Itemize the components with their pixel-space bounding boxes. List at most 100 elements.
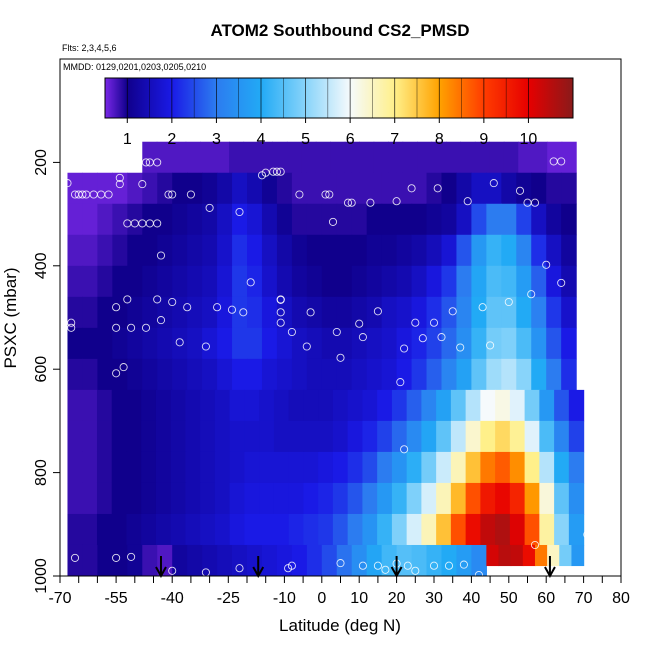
heatmap-cell	[516, 234, 532, 267]
y-tick-label: 1000	[33, 558, 50, 594]
heatmap-cell	[67, 513, 83, 546]
heatmap-cell	[185, 389, 201, 422]
heatmap-cell	[391, 389, 408, 422]
heatmap-cell	[187, 234, 203, 267]
heatmap-cell	[318, 451, 334, 484]
heatmap-cell	[554, 451, 570, 484]
observation-point	[429, 318, 439, 327]
heatmap-cell	[157, 265, 173, 298]
observation-point	[407, 184, 416, 193]
observation-point	[205, 203, 214, 212]
observation-point	[201, 342, 210, 351]
heatmap-cell	[187, 172, 203, 205]
observation-point	[295, 190, 304, 199]
heatmap-cell	[244, 420, 260, 453]
heatmap-cell	[247, 358, 263, 391]
y-axis-label: PSXC (mbar)	[1, 267, 20, 368]
heatmap-cell	[217, 358, 233, 391]
heatmap-cell	[516, 296, 532, 329]
heatmap-cell	[531, 296, 547, 329]
heatmap-cell	[509, 482, 526, 515]
heatmap-cell	[259, 389, 275, 422]
heatmap-cell	[396, 234, 413, 267]
heatmap-cell	[232, 234, 248, 267]
observation-point	[437, 333, 446, 342]
heatmap-cell	[155, 451, 172, 484]
heatmap-cell	[396, 203, 413, 236]
heatmap-cell	[516, 327, 532, 360]
observation-point	[489, 179, 498, 188]
heatmap-cell	[67, 265, 84, 298]
heatmap-cell	[406, 482, 422, 515]
heatmap-cell	[402, 141, 418, 174]
heatmap-cell	[501, 203, 517, 236]
heatmap-cell	[436, 513, 452, 546]
x-tick-label: 80	[612, 590, 630, 607]
observation-point	[332, 327, 341, 337]
heatmap-cell	[561, 234, 577, 267]
heatmap-cell	[381, 296, 398, 329]
heatmap-cell	[172, 544, 188, 577]
heatmap-cell	[142, 296, 158, 329]
heatmap-cell	[501, 172, 517, 205]
observation-point	[213, 303, 222, 312]
observation-point	[67, 323, 76, 332]
heatmap-cell	[243, 141, 259, 174]
heatmap-cell	[97, 203, 113, 236]
heatmap-cell	[229, 482, 246, 515]
heatmap-cell	[480, 389, 496, 422]
heatmap-cell	[336, 296, 353, 329]
heatmap-cell	[232, 172, 248, 205]
heatmap-cell	[261, 358, 278, 391]
heatmap-cell	[321, 265, 338, 298]
heatmap-cell	[111, 389, 128, 422]
heatmap-cell	[509, 420, 526, 453]
heatmap-cell	[546, 203, 562, 236]
heatmap-cell	[421, 420, 437, 453]
heatmap-cell	[351, 265, 368, 298]
heatmap-cell	[276, 234, 293, 267]
heatmap-cell	[214, 513, 231, 546]
heatmap-cell	[381, 203, 398, 236]
heatmap-cell	[391, 482, 408, 515]
heatmap-cell	[465, 513, 481, 546]
heatmap-cell	[546, 358, 562, 391]
heatmap-cell	[261, 234, 278, 267]
heatmap-cell	[336, 172, 353, 205]
heatmap-cell	[82, 451, 98, 484]
heatmap-cell	[142, 327, 158, 360]
heatmap-cell	[480, 420, 496, 453]
heatmap-cell	[202, 296, 218, 329]
heatmap-cell	[503, 141, 519, 174]
heatmap-cell	[303, 451, 319, 484]
heatmap-cell	[261, 172, 278, 205]
observation-point	[463, 197, 472, 206]
heatmap-cell	[96, 513, 113, 546]
observation-point	[164, 190, 173, 199]
heatmap-cell	[391, 513, 408, 546]
heatmap-cell	[561, 172, 577, 205]
heatmap-cell	[291, 234, 308, 267]
heatmap-cell	[276, 203, 293, 236]
heatmap-cell	[381, 172, 398, 205]
heatmap-cell	[276, 358, 293, 391]
heatmap-cell	[406, 389, 422, 422]
heatmap-cell	[217, 172, 233, 205]
heatmap-cell	[377, 513, 393, 546]
heatmap-cell	[321, 358, 338, 391]
heatmap-cell	[185, 451, 201, 484]
x-tick-label: -10	[273, 590, 296, 607]
heatmap-cell	[112, 265, 128, 298]
heatmap-cell	[127, 265, 143, 298]
heatmap-cell	[321, 203, 338, 236]
y-tick-label: 400	[33, 252, 50, 279]
heatmap-cell	[546, 327, 562, 360]
heatmap-cell	[431, 141, 447, 174]
heatmap-cell	[465, 482, 481, 515]
heatmap-cell	[426, 327, 443, 360]
observation-point	[478, 303, 487, 312]
heatmap-cell	[229, 141, 245, 174]
heatmap-cell	[321, 296, 338, 329]
heatmap-cell	[170, 513, 187, 546]
heatmap-cell	[474, 141, 490, 174]
